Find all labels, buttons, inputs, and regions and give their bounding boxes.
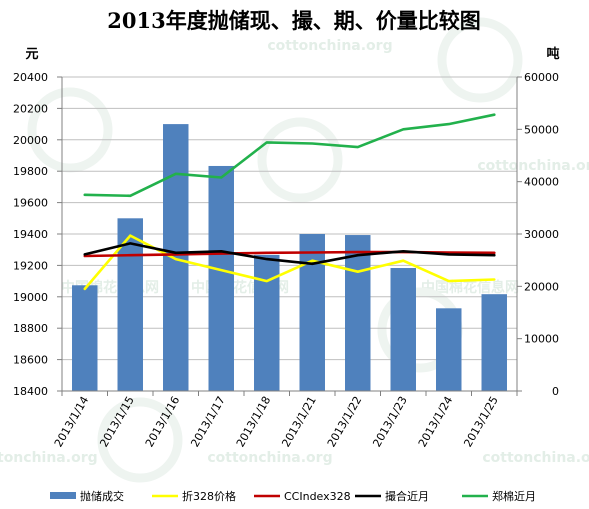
bar-2013/1/22 <box>345 235 371 391</box>
bar-2013/1/21 <box>299 234 325 391</box>
left-axis-unit: 元 <box>25 47 38 62</box>
bar-2013/1/24 <box>436 308 462 391</box>
bar-series <box>72 124 507 391</box>
bar-2013/1/17 <box>208 165 234 391</box>
legend: 抛储成交 折328价格 CCIndex328 撮合近月 郑棉近月 <box>50 489 536 503</box>
watermark-text: cottonchina.org <box>267 38 392 54</box>
series-line-撮合近月 <box>83 242 496 266</box>
watermark-ring <box>97 397 183 483</box>
right-tick-label: 20000 <box>524 280 559 293</box>
left-tick-label: 20200 <box>13 102 48 115</box>
bar-2013/1/18 <box>254 254 280 391</box>
left-tick-label: 20400 <box>13 71 48 84</box>
x-tick-label: 2013/1/25 <box>461 394 500 449</box>
x-tick-label: 2013/1/23 <box>370 394 409 449</box>
chart-title: 2013年度抛储现、撮、期、价量比较图 <box>107 8 480 33</box>
x-tick-label: 2013/1/17 <box>188 394 227 449</box>
x-tick-label: 2013/1/14 <box>52 394 91 449</box>
bar-2013/1/25 <box>481 294 507 391</box>
legend-label: 撮合近月 <box>385 489 429 503</box>
left-tick-label: 19200 <box>13 259 48 272</box>
right-axis-unit: 吨 <box>546 46 559 62</box>
watermark-text: cottonchina.org <box>482 450 589 466</box>
x-tick-label: 2013/1/18 <box>234 394 273 449</box>
left-tick-label: 18800 <box>13 322 48 335</box>
bar-2013/1/16 <box>163 124 189 391</box>
series-line-郑棉近月 <box>83 113 496 198</box>
legend-label: CCIndex328 <box>284 490 351 503</box>
legend-label: 郑棉近月 <box>492 489 536 503</box>
watermark-ring <box>27 87 113 173</box>
right-tick-label: 30000 <box>524 228 559 241</box>
right-tick-label: 50000 <box>524 123 559 136</box>
bar-2013/1/14 <box>72 285 98 391</box>
left-tick-label: 19600 <box>13 197 48 210</box>
left-tick-label: 20000 <box>13 134 48 147</box>
left-tick-label: 19000 <box>13 291 48 304</box>
watermark-text: 中国棉花信息网 <box>421 279 519 296</box>
legend-swatch <box>50 492 76 499</box>
watermark-ring <box>437 17 523 103</box>
right-tick-label: 60000 <box>524 71 559 84</box>
left-tick-label: 18400 <box>13 385 48 398</box>
right-tick-label: 0 <box>552 385 559 398</box>
right-tick-label: 10000 <box>524 333 559 346</box>
left-tick-label: 19400 <box>13 228 48 241</box>
watermark-text: cottonchina.org <box>207 450 332 466</box>
left-tick-label: 18600 <box>13 354 48 367</box>
legend-label: 折328价格 <box>182 489 236 503</box>
right-tick-label: 40000 <box>524 176 559 189</box>
watermark-text: cottonchina.org <box>0 450 98 466</box>
watermark-text: cottonchina.org <box>477 158 589 174</box>
watermark-layer: cottonchina.orgcottonchina.org中国棉花信息网中国棉… <box>0 17 589 483</box>
left-tick-label: 19800 <box>13 165 48 178</box>
x-tick-label: 2013/1/21 <box>279 394 318 449</box>
legend-label: 抛储成交 <box>80 489 124 503</box>
x-tick-label: 2013/1/24 <box>416 394 455 449</box>
x-tick-label: 2013/1/22 <box>325 394 364 449</box>
watermark-ring <box>257 117 343 203</box>
line-series <box>83 113 496 291</box>
bar-2013/1/23 <box>390 268 416 391</box>
